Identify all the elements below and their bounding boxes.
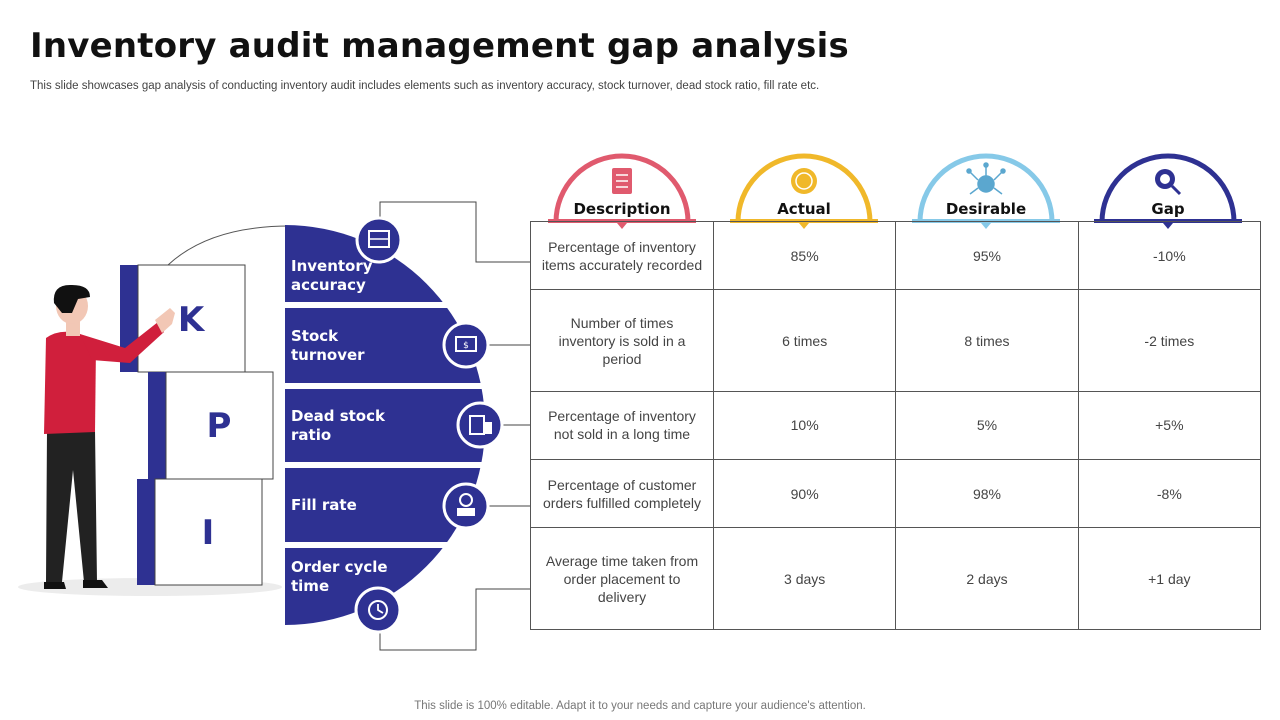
row-description: Percentage of inventory not sold in a lo… xyxy=(530,390,714,461)
fill-rate-icon xyxy=(442,482,490,530)
row-gap: -2 times xyxy=(1077,289,1262,392)
row-actual: 10% xyxy=(712,390,897,461)
person-figure xyxy=(44,284,175,589)
kpi-label-order-cycle-time: Order cycle time xyxy=(291,558,388,595)
row-description: Percentage of customer orders fulfilled … xyxy=(530,459,714,529)
row-actual: 85% xyxy=(712,220,897,291)
table-row: Percentage of inventory items accurately… xyxy=(530,220,1262,291)
kpi-block-i xyxy=(137,478,263,586)
badge-icon xyxy=(791,168,817,194)
column-header-description: Description xyxy=(573,200,671,218)
column-header-actual: Actual xyxy=(777,200,831,218)
kpi-letter-p: P xyxy=(206,406,232,446)
kpi-label-stock-turnover: Stock turnover xyxy=(291,327,365,364)
row-desirable: 98% xyxy=(895,459,1079,529)
dead-stock-icon xyxy=(456,401,504,449)
kpi-segment-3 xyxy=(285,389,485,462)
table-row: Percentage of inventory not sold in a lo… xyxy=(530,390,1262,461)
footer-note: This slide is 100% editable. Adapt it to… xyxy=(414,700,866,712)
gap-analysis-table: Percentage of inventory items accurately… xyxy=(530,220,1262,630)
row-description: Average time taken from order placement … xyxy=(530,527,714,630)
row-description: Percentage of inventory items accurately… xyxy=(530,220,714,291)
brain-network-icon xyxy=(966,162,1006,195)
page-subtitle: This slide showcases gap analysis of con… xyxy=(30,80,820,92)
kpi-block-k xyxy=(120,264,246,373)
kpi-letter-i: I xyxy=(201,513,215,553)
kpi-label-inventory-accuracy: Inventory accuracy xyxy=(291,257,373,294)
row-desirable: 95% xyxy=(895,220,1079,291)
row-actual: 6 times xyxy=(712,289,897,392)
row-gap: +5% xyxy=(1077,390,1262,461)
row-gap: -8% xyxy=(1077,459,1262,529)
row-gap: +1 day xyxy=(1077,527,1262,630)
row-desirable: 2 days xyxy=(895,527,1079,630)
kpi-label-dead-stock-ratio: Dead stock ratio xyxy=(291,407,385,444)
row-description: Number of times inventory is sold in a p… xyxy=(530,289,714,392)
page-title: Inventory audit management gap analysis xyxy=(30,26,849,66)
row-actual: 90% xyxy=(712,459,897,529)
inventory-icon xyxy=(355,216,403,264)
document-icon xyxy=(612,168,632,194)
magnifier-icon xyxy=(1155,169,1182,196)
kpi-letter-k: K xyxy=(177,300,205,340)
column-header-desirable: Desirable xyxy=(945,200,1027,218)
decorative-arc xyxy=(167,225,291,266)
table-row: Percentage of customer orders fulfilled … xyxy=(530,459,1262,529)
kpi-label-fill-rate: Fill rate xyxy=(291,496,357,514)
row-actual: 3 days xyxy=(712,527,897,630)
row-desirable: 8 times xyxy=(895,289,1079,392)
column-header-gap: Gap xyxy=(1151,200,1185,218)
turnover-icon: $ xyxy=(442,321,490,369)
svg-text:$: $ xyxy=(463,341,469,351)
table-row: Number of times inventory is sold in a p… xyxy=(530,289,1262,392)
connector-lines xyxy=(379,201,530,651)
table-row: Average time taken from order placement … xyxy=(530,527,1262,630)
row-gap: -10% xyxy=(1077,220,1262,291)
row-desirable: 5% xyxy=(895,390,1079,461)
gap-header-arch xyxy=(1094,153,1242,229)
kpi-block-p xyxy=(148,371,274,480)
order-cycle-icon xyxy=(354,586,402,634)
